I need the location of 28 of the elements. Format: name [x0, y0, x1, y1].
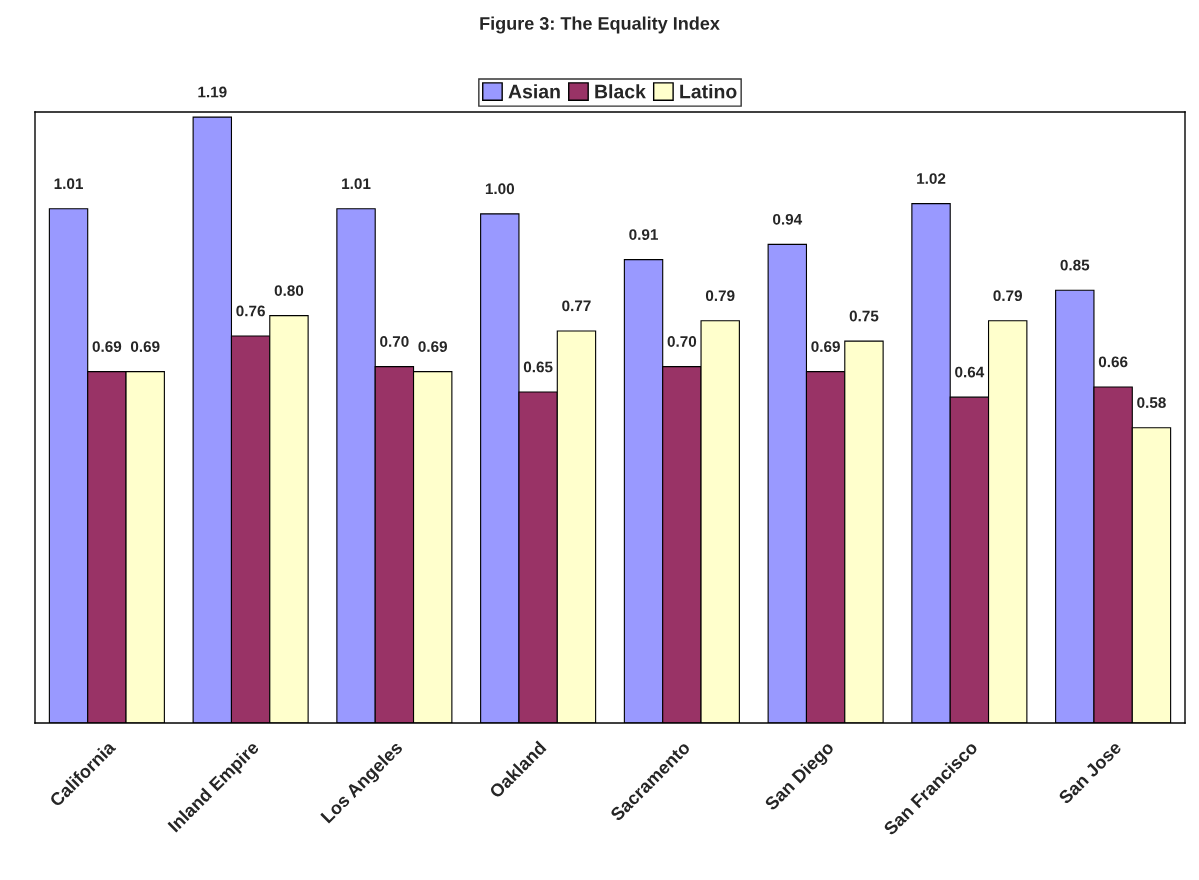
data-label: 0.58 — [1137, 397, 1166, 408]
data-label: 1.02 — [917, 173, 946, 184]
data-label: 0.64 — [955, 366, 985, 378]
data-label: 0.91 — [629, 229, 658, 240]
data-label: 0.70 — [380, 336, 409, 347]
data-label: 1.00 — [485, 183, 515, 195]
data-label: 1.01 — [54, 178, 83, 190]
data-label: 0.75 — [849, 310, 879, 322]
data-label: 0.65 — [523, 361, 553, 373]
legend-label: Latino — [680, 84, 737, 99]
data-label: 1.01 — [342, 178, 371, 190]
data-label: 0.79 — [993, 290, 1023, 302]
chart-title: Figure 3: The Equality Index — [480, 16, 720, 34]
data-label: 0.69 — [130, 341, 160, 352]
data-label: 0.70 — [667, 336, 697, 347]
legend-label: Black — [595, 84, 646, 99]
data-label: 0.94 — [773, 213, 803, 225]
data-label: 0.85 — [1060, 259, 1090, 271]
data-label: 0.77 — [562, 300, 591, 312]
data-label: 0.69 — [92, 341, 122, 352]
data-label: 0.76 — [236, 305, 265, 317]
legend-label: Asian — [508, 84, 560, 99]
data-label: 1.19 — [198, 86, 227, 98]
data-label: 0.80 — [274, 285, 304, 296]
data-label: 0.79 — [705, 290, 735, 302]
data-label: 0.69 — [811, 341, 840, 352]
data-label: 0.66 — [1098, 356, 1128, 368]
data-label: 0.69 — [418, 341, 448, 352]
